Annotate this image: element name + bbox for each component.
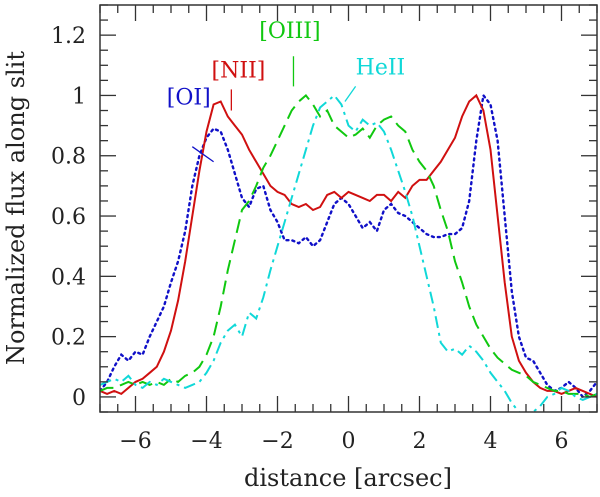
series-line-3	[100, 93, 597, 412]
x-tick-label: −4	[190, 429, 222, 454]
x-tick-label: 6	[555, 429, 569, 454]
series-label-3: HeII	[356, 55, 406, 80]
y-tick-label: 0.6	[51, 205, 86, 230]
y-tick-label: 0	[72, 386, 86, 411]
series-label-2: [OIII]	[259, 19, 320, 44]
y-tick-label: 1.2	[51, 24, 86, 49]
series-line-1	[100, 93, 597, 398]
series-pointer-0	[191, 146, 214, 163]
x-axis-title: distance [arcsec]	[244, 464, 452, 492]
series-label-0: [OI]	[167, 85, 211, 110]
x-tick-label: −6	[119, 429, 151, 454]
x-tick-label: −2	[261, 429, 293, 454]
y-tick-label: 0.4	[51, 265, 86, 290]
x-axis-ticks: −6 −4 −2 0 2 4 6	[99, 5, 598, 454]
series-pointer-3	[344, 86, 357, 102]
plot-frame	[99, 4, 598, 413]
series-line-0	[100, 92, 597, 399]
y-axis-ticks: 0 0.2 0.4 0.6 0.8 1 1.2	[51, 4, 597, 413]
series-label-1: [NII]	[212, 58, 266, 83]
y-axis-title: Normalized flux along slit	[2, 51, 30, 365]
series-labels: [OI][NII] [OIII] HeII	[167, 19, 406, 163]
y-tick-label: 1	[72, 84, 86, 109]
x-tick-label: 2	[413, 429, 427, 454]
x-tick-label: 4	[484, 429, 498, 454]
series-line-2	[100, 93, 597, 398]
y-tick-label: 0.2	[51, 326, 86, 351]
series-layer	[100, 92, 597, 412]
x-tick-label: 0	[342, 429, 356, 454]
y-tick-label: 0.8	[51, 145, 86, 170]
